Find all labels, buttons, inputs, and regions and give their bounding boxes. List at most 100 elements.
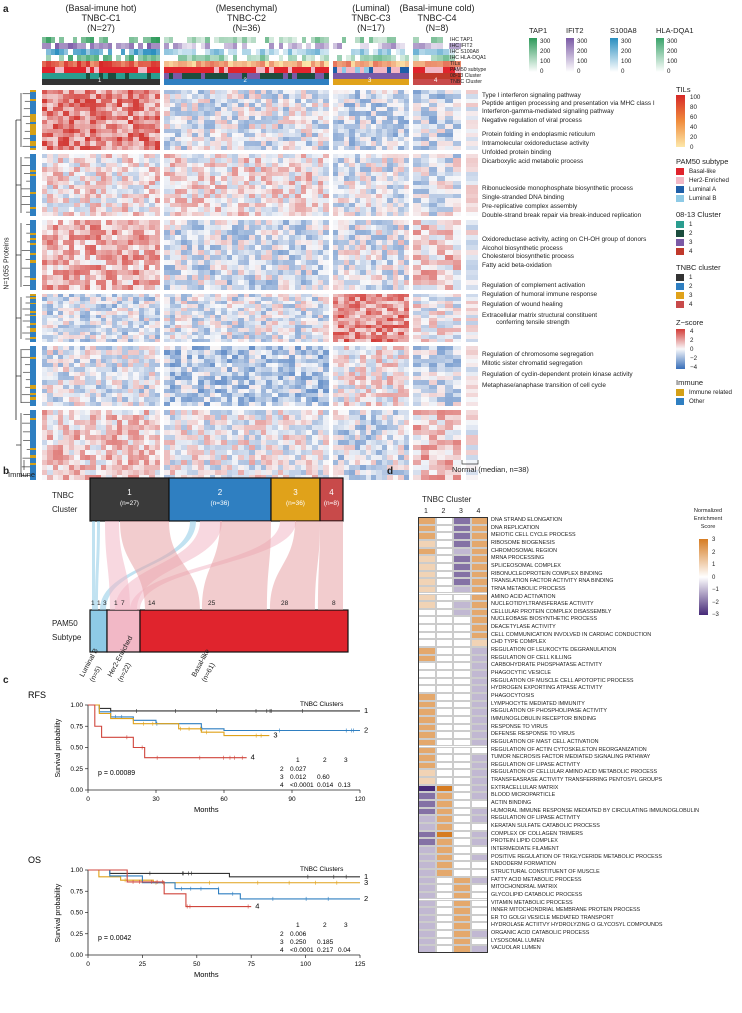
heatmap-cell bbox=[122, 141, 129, 147]
heatmap-cell bbox=[232, 102, 239, 108]
heatmap-cell bbox=[333, 158, 339, 164]
heatmap-cell bbox=[421, 115, 430, 121]
heatmap-cell bbox=[453, 171, 462, 177]
annotation-cell bbox=[310, 55, 316, 61]
heatmap-cell bbox=[429, 137, 438, 142]
annotation-cell bbox=[98, 55, 104, 61]
heatmap-cell bbox=[277, 141, 284, 147]
heatmap-cell bbox=[169, 198, 176, 204]
heatmap-cell bbox=[154, 132, 161, 138]
heatmap-cell bbox=[232, 120, 239, 125]
heatmap-cell bbox=[79, 94, 86, 99]
heatmap-cell bbox=[413, 94, 422, 99]
annotation-cell bbox=[287, 73, 293, 79]
annotation-cell bbox=[455, 43, 462, 49]
heatmap-cell bbox=[260, 137, 267, 142]
heatmap-cell bbox=[243, 128, 250, 134]
heatmap-cell bbox=[283, 141, 290, 147]
heatmap-cell bbox=[74, 102, 80, 108]
heatmap-cell bbox=[413, 137, 422, 142]
annotation-cell bbox=[191, 55, 197, 61]
heatmap-cell bbox=[283, 132, 290, 138]
annotation-cell bbox=[437, 79, 444, 85]
annotation-cell bbox=[146, 43, 152, 49]
heatmap-cell bbox=[266, 189, 273, 195]
annotation-cell bbox=[232, 49, 238, 55]
heatmap-cell bbox=[79, 180, 86, 186]
annotation-cell bbox=[186, 79, 192, 85]
heatmap-cell bbox=[192, 158, 199, 164]
heatmap-cell bbox=[198, 141, 205, 147]
heatmap-cell bbox=[237, 145, 245, 151]
annotation-cell bbox=[400, 61, 405, 67]
heatmap-cell bbox=[376, 185, 383, 190]
heatmap-cell bbox=[220, 132, 227, 138]
heatmap-cell bbox=[453, 94, 462, 99]
heatmap-cell bbox=[266, 162, 273, 168]
annotation-cell bbox=[81, 37, 87, 43]
heatmap-cell bbox=[343, 158, 350, 164]
heatmap-cell bbox=[429, 162, 438, 168]
heatmap-cell bbox=[300, 98, 307, 104]
heatmap-cell bbox=[300, 198, 307, 204]
heatmap-cell bbox=[127, 141, 134, 147]
heatmap-cell bbox=[198, 102, 205, 108]
heatmap-cell bbox=[354, 128, 361, 134]
heatmap-cell bbox=[381, 145, 388, 151]
heatmap-cell bbox=[111, 154, 118, 159]
annotation-cell bbox=[251, 67, 257, 73]
annotation-cell bbox=[76, 49, 82, 55]
heatmap-cell bbox=[437, 124, 446, 129]
annotation-cell bbox=[237, 79, 243, 85]
heatmap-cell bbox=[294, 94, 301, 99]
heatmap-cell bbox=[186, 124, 193, 129]
annotation-cell bbox=[111, 37, 117, 43]
heatmap-cell bbox=[403, 141, 410, 147]
heatmap-cell bbox=[101, 98, 107, 104]
heatmap-cell bbox=[300, 193, 307, 199]
heatmap-cell bbox=[392, 167, 399, 173]
heatmap-cell bbox=[164, 158, 171, 164]
heatmap-cell bbox=[403, 102, 410, 108]
annotation-cell bbox=[319, 49, 325, 55]
annotation-cell bbox=[241, 55, 247, 61]
heatmap-cell bbox=[243, 132, 250, 138]
heatmap-cell bbox=[343, 198, 350, 204]
heatmap-cell bbox=[429, 198, 438, 204]
annotation-cell bbox=[400, 79, 405, 85]
heatmap-cell bbox=[63, 167, 70, 173]
heatmap-cell bbox=[215, 198, 222, 204]
heatmap-cell bbox=[169, 128, 176, 134]
annotation-cell bbox=[63, 73, 69, 79]
annotation-cell bbox=[241, 49, 247, 55]
heatmap-cell bbox=[52, 162, 59, 168]
heatmap-cell bbox=[42, 193, 48, 199]
annotation-cell bbox=[98, 37, 104, 43]
annotation-row-label: PAM50 subtype bbox=[450, 67, 487, 73]
heatmap-cell bbox=[381, 102, 388, 108]
annotation-cell bbox=[241, 73, 247, 79]
annotation-cell bbox=[55, 61, 60, 67]
heatmap-cell bbox=[413, 176, 422, 181]
heatmap-cell bbox=[300, 189, 307, 195]
heatmap-cell bbox=[255, 137, 262, 142]
annotation-cell bbox=[116, 73, 122, 79]
annotation-cell bbox=[264, 67, 270, 73]
heatmap-cell bbox=[381, 107, 388, 112]
heatmap-cell bbox=[74, 154, 80, 159]
heatmap-cell bbox=[283, 176, 290, 181]
heatmap-cell bbox=[453, 141, 462, 147]
heatmap-cell bbox=[266, 102, 273, 108]
heatmap-cell bbox=[317, 158, 324, 164]
heatmap-cell bbox=[260, 90, 267, 95]
heatmap-cell bbox=[266, 145, 273, 151]
annotation-cell bbox=[324, 43, 330, 49]
annotation-cell bbox=[111, 79, 117, 85]
annotation-cell bbox=[292, 67, 298, 73]
annotation-cell bbox=[63, 37, 69, 43]
heatmap-cell bbox=[376, 120, 383, 125]
annotation-cell bbox=[214, 49, 220, 55]
annotation-cell bbox=[186, 67, 192, 73]
heatmap-cell bbox=[186, 167, 193, 173]
heatmap-cell bbox=[294, 171, 301, 177]
